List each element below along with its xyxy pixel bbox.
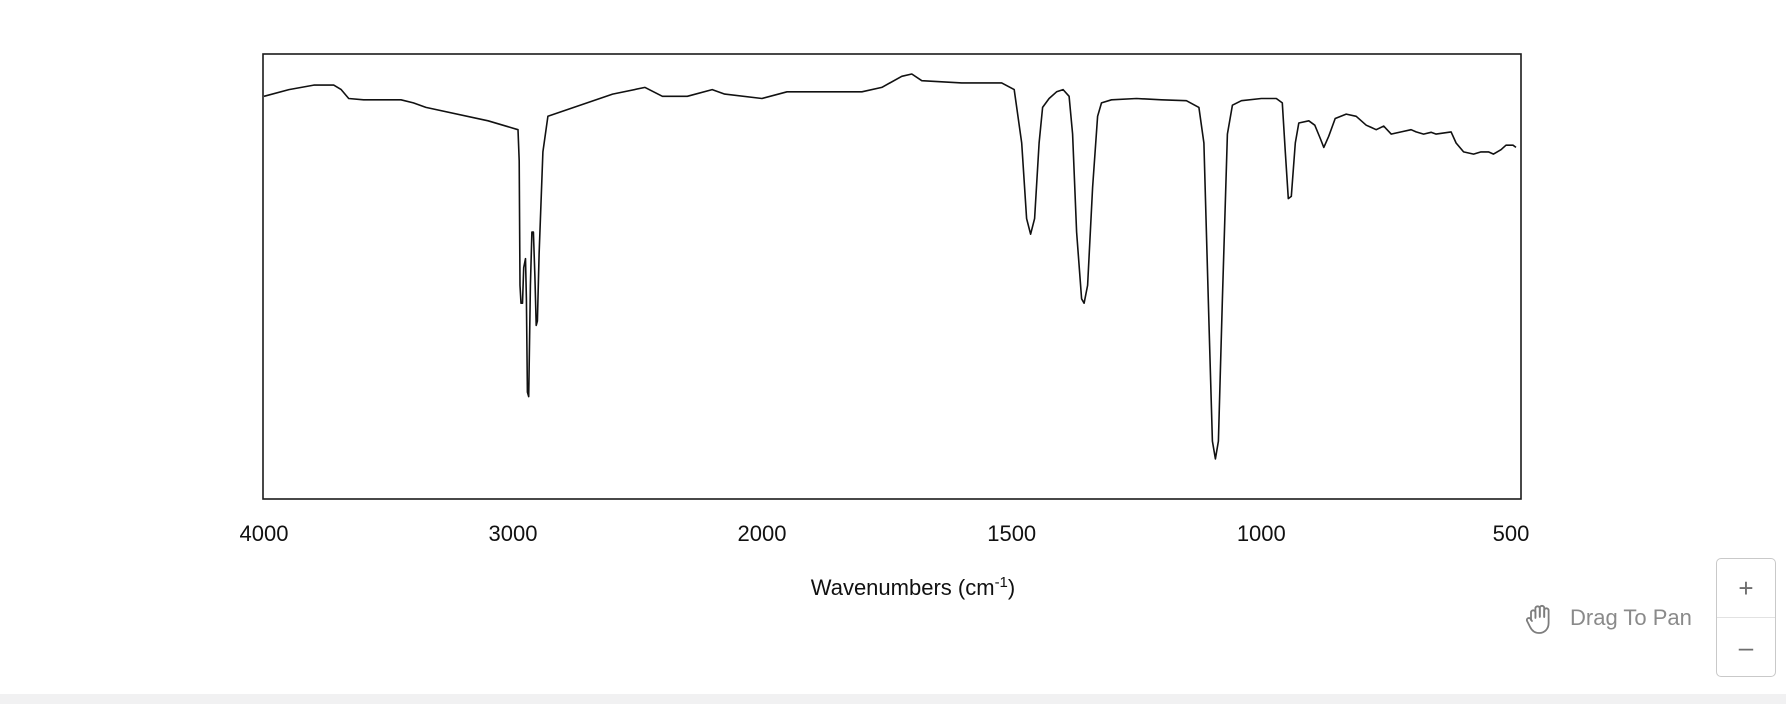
zoom-controls: + – bbox=[1716, 558, 1776, 677]
x-axis-title: Wavenumbers (cm-1) bbox=[811, 574, 1015, 601]
spectrum-line-0 bbox=[263, 73, 1517, 460]
hand-icon bbox=[1524, 600, 1558, 636]
x-axis-unit-close: ) bbox=[1008, 575, 1015, 600]
x-tick-label-5: 500 bbox=[1493, 521, 1530, 546]
drag-to-pan-hint[interactable]: Drag To Pan bbox=[1524, 600, 1692, 636]
plot-layer bbox=[262, 53, 1522, 500]
x-tick-label-4: 1000 bbox=[1237, 521, 1286, 546]
x-axis-label: Wavenumbers bbox=[811, 575, 952, 600]
x-axis-unit: cm bbox=[965, 575, 994, 600]
x-tick-label-2: 2000 bbox=[738, 521, 787, 546]
x-tick-label-0: 4000 bbox=[240, 521, 289, 546]
plot-frame bbox=[262, 53, 1522, 500]
x-axis-unit-exponent: -1 bbox=[995, 574, 1008, 591]
zoom-in-button[interactable]: + bbox=[1738, 572, 1754, 603]
x-tick-labels: 4000 3000 2000 1500 1000 500 bbox=[240, 521, 1530, 546]
x-tick-label-1: 3000 bbox=[489, 521, 538, 546]
zoom-out-button[interactable]: – bbox=[1717, 617, 1775, 676]
bottom-scroll-track bbox=[0, 694, 1786, 704]
x-tick-label-3: 1500 bbox=[987, 521, 1036, 546]
drag-to-pan-label: Drag To Pan bbox=[1570, 605, 1692, 630]
